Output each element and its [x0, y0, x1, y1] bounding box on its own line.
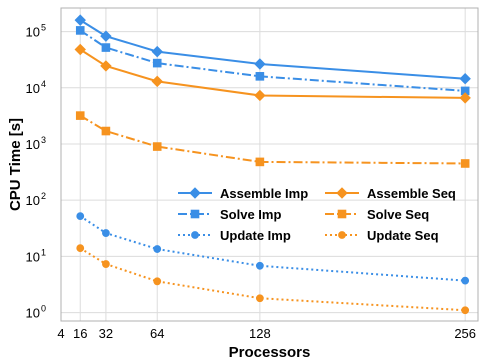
data-point: [255, 261, 264, 270]
series-update-imp: [76, 212, 470, 285]
legend-marker: [190, 209, 200, 219]
series-solve-seq: [75, 111, 470, 168]
series-assemble-imp: [74, 14, 471, 85]
y-tick-label: 10: [26, 193, 40, 208]
data-point: [151, 45, 163, 58]
x-axis-label: Processors: [229, 344, 311, 361]
legend-entry: Update Imp: [178, 228, 291, 243]
data-point: [102, 260, 110, 268]
grid-lines: [60, 8, 478, 321]
y-tick-exponent: 5: [41, 23, 46, 33]
data-point: [255, 294, 264, 303]
x-tick-label: 4: [57, 326, 64, 341]
legend-label: Assemble Seq: [367, 186, 456, 201]
series-solve-imp: [75, 26, 470, 96]
y-tick-exponent: 3: [41, 135, 46, 145]
series-line: [79, 247, 466, 312]
legend-marker: [189, 187, 201, 199]
data-point: [75, 26, 85, 35]
legend: Assemble Imp Solve Imp Update Imp Assemble …: [178, 186, 456, 243]
data-point: [153, 245, 162, 253]
legend-entry: Solve Seq: [325, 207, 429, 222]
x-tick-label: 256: [454, 326, 476, 341]
data-point: [102, 229, 110, 237]
legend-marker: [337, 209, 347, 219]
data-point: [255, 72, 265, 81]
data-point: [152, 58, 162, 68]
data-point: [254, 89, 266, 102]
legend-marker: [338, 231, 346, 239]
x-tick-label: 16: [73, 326, 87, 341]
data-point: [74, 43, 86, 56]
data-point: [459, 73, 471, 85]
series-assemble-seq: [74, 43, 471, 104]
y-tick-label: 10: [26, 306, 40, 321]
legend-label: Update Imp: [220, 228, 291, 243]
x-tick-label: 32: [99, 326, 113, 341]
data-point: [255, 157, 265, 167]
data-point: [153, 277, 162, 286]
legend-label: Solve Imp: [220, 207, 281, 222]
series-layer: [74, 14, 471, 315]
data-point: [460, 159, 470, 168]
series-line: [79, 114, 466, 165]
data-point: [101, 43, 111, 52]
x-tick-label: 128: [249, 326, 271, 341]
y-tick-exponent: 2: [41, 191, 46, 201]
data-point: [76, 244, 85, 253]
legend-entry: Assemble Imp: [178, 186, 308, 201]
data-point: [100, 60, 112, 72]
series-line: [79, 19, 466, 80]
legend-marker: [336, 187, 348, 199]
series-line: [79, 215, 466, 282]
y-tick-label: 10: [26, 137, 40, 152]
data-point: [461, 306, 470, 315]
data-point: [254, 58, 266, 70]
x-tick-labels: 4 16 32 64 128 256: [57, 326, 476, 341]
data-point: [151, 75, 163, 88]
legend-entry: Solve Imp: [178, 207, 281, 222]
series-line: [79, 29, 466, 92]
data-point: [100, 30, 112, 42]
legend-label: Assemble Imp: [220, 186, 308, 201]
y-axis-label: CPU Time [s]: [7, 118, 24, 211]
data-point: [75, 111, 85, 120]
data-point: [101, 126, 111, 136]
series-update-seq: [76, 244, 470, 315]
data-point: [461, 276, 470, 285]
data-point: [459, 92, 471, 104]
data-point: [74, 14, 86, 26]
legend-label: Solve Seq: [367, 207, 429, 222]
data-point: [152, 142, 162, 151]
x-tick-label: 64: [150, 326, 164, 341]
data-point: [76, 212, 85, 221]
y-tick-label: 10: [26, 25, 40, 40]
legend-entry: Update Seq: [325, 228, 439, 243]
plot-frame: [60, 7, 479, 322]
y-tick-label: 10: [26, 249, 40, 264]
y-tick-exponent: 1: [41, 247, 46, 257]
legend-entry: Assemble Seq: [325, 186, 456, 201]
y-tick-exponent: 0: [41, 304, 46, 314]
legend-marker: [191, 231, 199, 239]
y-tick-label: 10: [26, 81, 40, 96]
legend-label: Update Seq: [367, 228, 439, 243]
y-tick-exponent: 4: [41, 79, 46, 89]
